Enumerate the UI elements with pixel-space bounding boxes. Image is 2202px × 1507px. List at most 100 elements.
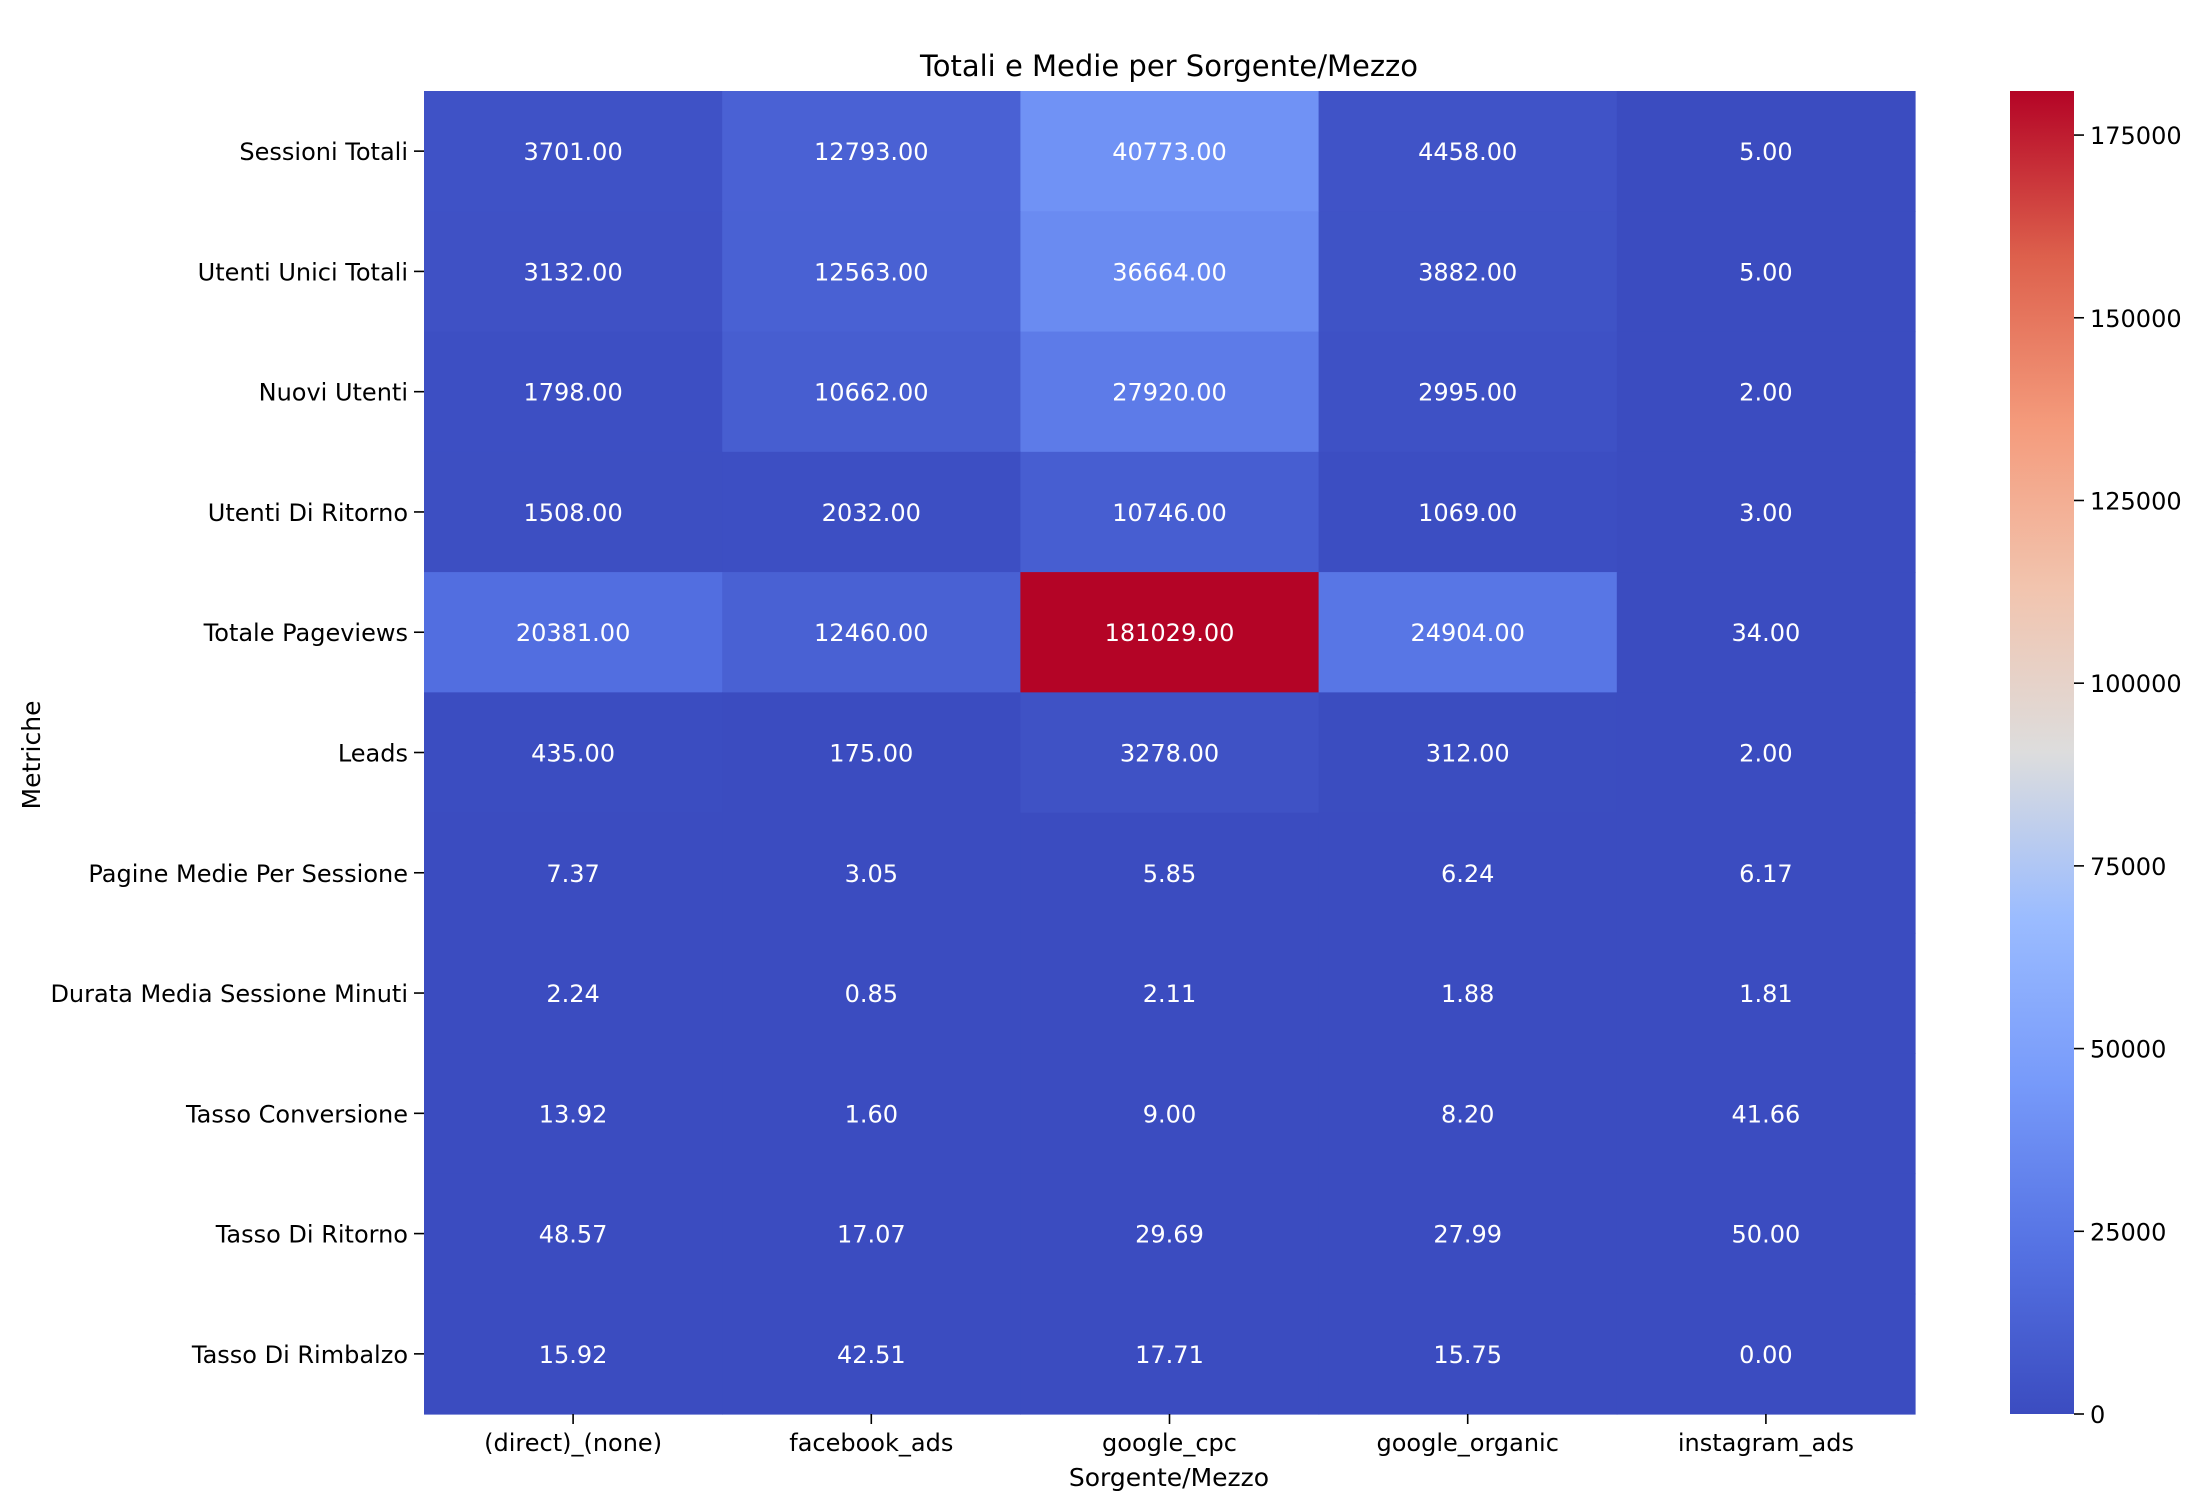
heatmap-cell xyxy=(424,91,723,212)
cell-value-label: 12563.00 xyxy=(814,258,929,286)
colorbar-tick-label: 100000 xyxy=(2090,670,2182,698)
row-tick-label: Tasso Conversione xyxy=(185,1100,408,1128)
row-tick-labels: Sessioni Totali Utenti Unici Totali Nuovi … xyxy=(50,138,424,1369)
cell-value-label: 2995.00 xyxy=(1418,379,1517,407)
cell-value-label: 48.57 xyxy=(539,1221,608,1249)
heatmap-cell xyxy=(722,572,1021,693)
heatmap-cell xyxy=(722,812,1021,934)
heatmap-cell xyxy=(1318,211,1618,333)
column-tick-label: google_cpc xyxy=(1102,1429,1237,1457)
cell-value-label: 10662.00 xyxy=(814,379,929,407)
row-tick-label: Pagine Medie Per Sessione xyxy=(88,860,408,888)
row-tick-label: Utenti Di Ritorno xyxy=(208,499,408,527)
x-axis-label: Sorgente/Mezzo xyxy=(1069,1463,1269,1492)
heatmap-cells xyxy=(424,91,1916,1415)
heatmap-cell xyxy=(1616,692,1916,814)
cell-value-label: 20381.00 xyxy=(516,619,631,647)
heatmap-cell xyxy=(1616,91,1916,212)
cell-value-label: 42.51 xyxy=(837,1341,906,1369)
cell-value-label: 9.00 xyxy=(1143,1100,1196,1128)
heatmap-cell xyxy=(1616,812,1916,934)
cell-value-label: 8.20 xyxy=(1441,1100,1494,1128)
row-tick-label: Nuovi Utenti xyxy=(259,379,408,407)
heatmap-cell xyxy=(722,91,1021,212)
heatmap-cell xyxy=(722,1053,1021,1175)
cell-value-label: 10746.00 xyxy=(1112,499,1227,527)
y-axis-label: Metriche xyxy=(17,701,46,810)
cell-value-label: 41.66 xyxy=(1732,1100,1801,1128)
cell-value-label: 12793.00 xyxy=(814,138,929,166)
column-tick-label: google_organic xyxy=(1376,1429,1558,1457)
cell-value-label: 3882.00 xyxy=(1418,258,1517,286)
heatmap-cell xyxy=(722,932,1021,1054)
heatmap-cell xyxy=(1020,451,1320,573)
cell-value-label: 1069.00 xyxy=(1418,499,1517,527)
cell-value-label: 0.00 xyxy=(1739,1341,1792,1369)
heatmap-cell xyxy=(722,211,1021,333)
heatmap-cell xyxy=(424,1173,723,1295)
heatmap-cell xyxy=(722,1173,1021,1295)
heatmap-cell xyxy=(1020,812,1320,934)
colorbar: 0 25000 50000 75000 100000 125000 150000 175000 xyxy=(2010,91,2182,1429)
column-tick-label: instagram_ads xyxy=(1678,1429,1854,1457)
heatmap-cell xyxy=(1616,1173,1916,1295)
cell-value-label: 312.00 xyxy=(1426,740,1510,768)
heatmap-cell xyxy=(1020,572,1320,693)
cell-value-label: 36664.00 xyxy=(1112,258,1227,286)
heatmap-cell xyxy=(424,1293,723,1415)
cell-value-label: 2.11 xyxy=(1143,980,1196,1008)
cell-value-label: 1798.00 xyxy=(523,379,622,407)
heatmap-cell xyxy=(1020,1053,1320,1175)
heatmap-cell xyxy=(1020,211,1320,333)
cell-value-label: 6.24 xyxy=(1441,860,1494,888)
heatmap-cell xyxy=(722,1293,1021,1415)
cell-value-label: 175.00 xyxy=(829,740,913,768)
heatmap-cell xyxy=(1318,572,1618,693)
cell-value-label: 1508.00 xyxy=(523,499,622,527)
heatmap-cell xyxy=(1616,331,1916,453)
heatmap-cell-labels: 3701.00 12793.00 40773.00 4458.00 5.00 3132.0… xyxy=(516,138,1800,1369)
cell-value-label: 181029.00 xyxy=(1105,619,1235,647)
heatmap-cell xyxy=(1318,812,1618,934)
cell-value-label: 2.00 xyxy=(1739,379,1792,407)
row-tick-label: Durata Media Sessione Minuti xyxy=(50,980,408,1008)
heatmap-cell xyxy=(1616,1293,1916,1415)
cell-value-label: 3278.00 xyxy=(1120,740,1219,768)
row-tick-label: Tasso Di Rimbalzo xyxy=(191,1341,408,1369)
heatmap-cell xyxy=(1020,692,1320,814)
heatmap-cell xyxy=(1616,451,1916,573)
cell-value-label: 3701.00 xyxy=(523,138,622,166)
cell-value-label: 3132.00 xyxy=(523,258,622,286)
heatmap-cell xyxy=(424,451,723,573)
heatmap-cell xyxy=(722,451,1021,573)
cell-value-label: 17.07 xyxy=(837,1221,906,1249)
heatmap-cell xyxy=(424,211,723,333)
cell-value-label: 13.92 xyxy=(539,1100,608,1128)
heatmap-cell xyxy=(1318,451,1618,573)
heatmap-cell xyxy=(1318,932,1618,1054)
cell-value-label: 0.85 xyxy=(845,980,898,1008)
heatmap-cell xyxy=(1616,572,1916,693)
heatmap-cell xyxy=(1020,1173,1320,1295)
column-tick-labels: (direct)_(none) facebook_ads google_cpc goo… xyxy=(484,1414,1854,1457)
heatmap-cell xyxy=(722,692,1021,814)
heatmap-cell xyxy=(424,812,723,934)
cell-value-label: 5.85 xyxy=(1143,860,1196,888)
column-tick-label: (direct)_(none) xyxy=(484,1429,662,1457)
cell-value-label: 15.92 xyxy=(539,1341,608,1369)
chart-title: Totali e Medie per Sorgente/Mezzo xyxy=(919,49,1418,83)
cell-value-label: 24904.00 xyxy=(1410,619,1525,647)
colorbar-tick-label: 150000 xyxy=(2090,305,2182,333)
colorbar-tick-label: 25000 xyxy=(2090,1218,2166,1246)
heatmap-cell xyxy=(1318,91,1618,212)
cell-value-label: 12460.00 xyxy=(814,619,929,647)
heatmap-cell xyxy=(1020,331,1320,453)
cell-value-label: 27.99 xyxy=(1433,1221,1502,1249)
cell-value-label: 435.00 xyxy=(531,740,615,768)
cell-value-label: 3.00 xyxy=(1739,499,1792,527)
cell-value-label: 5.00 xyxy=(1739,258,1792,286)
heatmap-cell xyxy=(1616,211,1916,333)
cell-value-label: 1.88 xyxy=(1441,980,1494,1008)
heatmap-cell xyxy=(1318,1173,1618,1295)
